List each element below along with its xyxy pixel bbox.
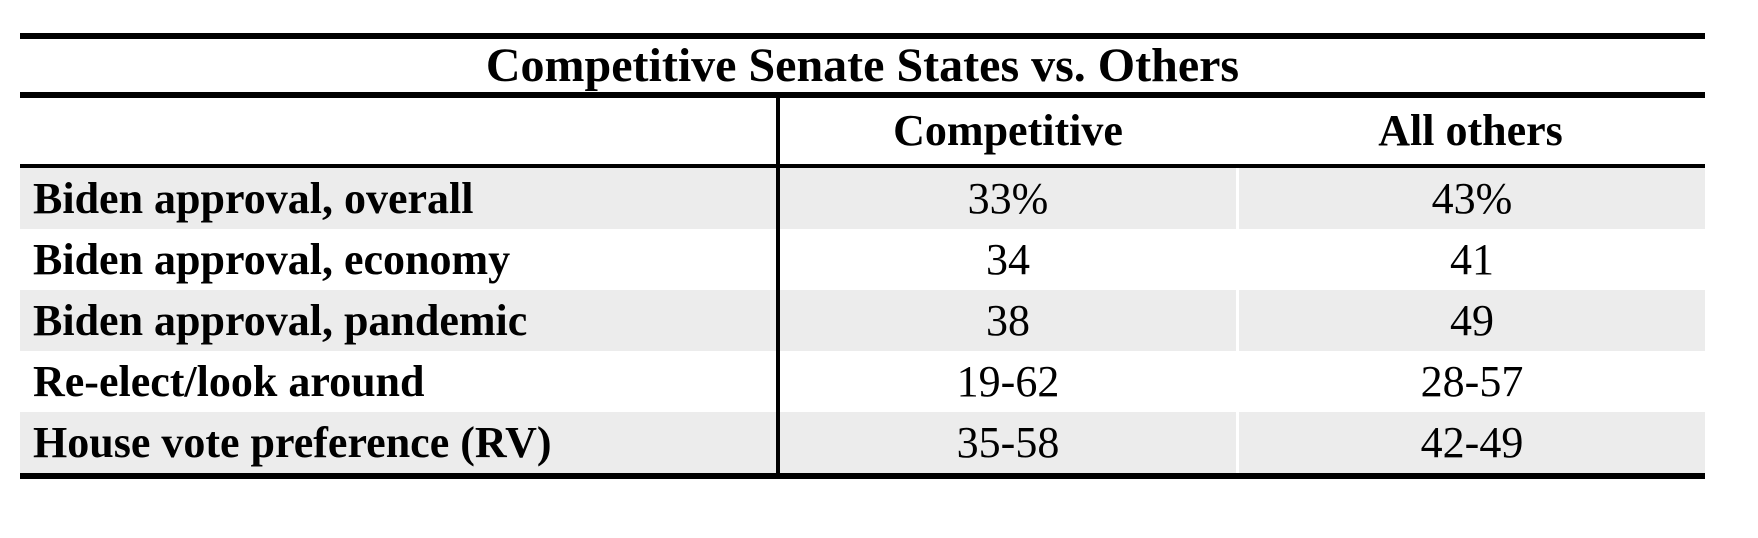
table-title: Competitive Senate States vs. Others: [20, 39, 1705, 98]
table-row: House vote preference (RV) 35-58 42-49: [20, 412, 1705, 473]
table-row: Re-elect/look around 19-62 28-57: [20, 351, 1705, 412]
row-label: House vote preference (RV): [20, 412, 776, 473]
table-row: Biden approval, pandemic 38 49: [20, 290, 1705, 351]
senate-comparison-table: Competitive Senate States vs. Others Com…: [20, 33, 1705, 479]
row-label: Biden approval, economy: [33, 234, 511, 284]
table-header-row: Competitive All others: [20, 98, 1705, 168]
column-header-competitive: Competitive: [776, 98, 1236, 164]
header-empty-cell: [20, 98, 776, 164]
table-row: Biden approval, overall 33% 43%: [20, 168, 1705, 229]
value-all-others: 43%: [1236, 168, 1705, 229]
value-competitive: 38: [776, 290, 1236, 351]
value-competitive: 33%: [776, 168, 1236, 229]
row-label: Biden approval, overall: [20, 168, 776, 229]
column-header-all-others: All others: [1378, 106, 1563, 155]
table-row: Biden approval, economy 34 41: [20, 229, 1705, 290]
value-all-others: 49: [1236, 290, 1705, 351]
value-competitive: 35-58: [776, 412, 1236, 473]
value-all-others: 41: [1236, 229, 1705, 290]
value-competitive: 19-62: [776, 351, 1236, 412]
row-label: Biden approval, pandemic: [20, 290, 776, 351]
row-label: Re-elect/look around: [33, 356, 425, 406]
value-all-others: 42-49: [1236, 412, 1705, 473]
value-all-others: 28-57: [1236, 351, 1705, 412]
value-competitive: 34: [776, 229, 1236, 290]
